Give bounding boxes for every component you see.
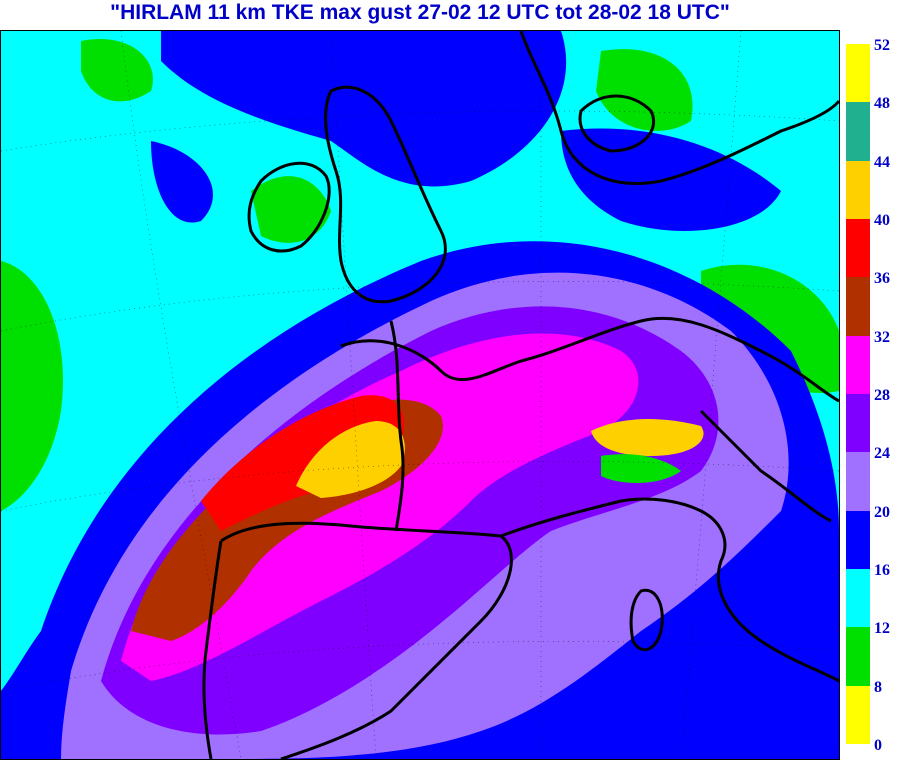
legend-swatch-12-16 [846,569,870,628]
field-40-44 [296,421,405,498]
graticule [1,31,839,759]
legend-label: 44 [874,153,890,171]
legend-swatch-8-12 [846,627,870,687]
legend-swatch-48-52 [846,44,870,103]
field-16-20-atlantic [151,141,213,223]
field-8-12-north [81,39,153,102]
legend-label: 28 [874,387,890,404]
coastlines [202,31,839,759]
field-alps-40-44 [591,419,704,456]
legend-label: 52 [874,37,890,54]
legend-label: 48 [874,95,890,113]
field-8-12-west [1,261,63,511]
legend-swatch-24-28 [846,394,870,453]
legend-swatch-36-40 [846,219,870,278]
legend-swatch-32-36 [846,277,870,337]
legend-label: 8 [874,678,882,696]
field-8-12-baltic [596,49,693,131]
gust-map [0,30,840,760]
legend-swatch-44-48 [846,102,870,162]
gust-field-svg [1,31,839,759]
legend-label: 40 [874,212,890,229]
legend-label: 24 [874,445,890,463]
legend-swatch-28-32 [846,335,870,395]
legend-label: 0 [874,737,882,754]
legend-label: 36 [874,270,890,288]
map-title: "HIRLAM 11 km TKE max gust 27-02 12 UTC … [110,1,730,24]
legend-label: 16 [874,562,890,579]
legend-swatch-20-24 [846,452,870,512]
legend-label: 32 [874,328,890,346]
legend-label: 20 [874,503,890,521]
legend-swatch-0-8 [846,685,870,745]
field-8-12-britain [251,176,331,243]
field-28-32 [121,333,639,681]
field-alps-8-12 [601,454,681,483]
legend-label: 12 [874,620,890,638]
field-16-20-north [161,31,567,187]
color-legend: 52 48 44 40 36 32 28 24 20 16 12 8 0 [846,38,897,756]
legend-swatch-16-20 [846,510,870,570]
legend-swatch-40-44 [846,160,870,220]
